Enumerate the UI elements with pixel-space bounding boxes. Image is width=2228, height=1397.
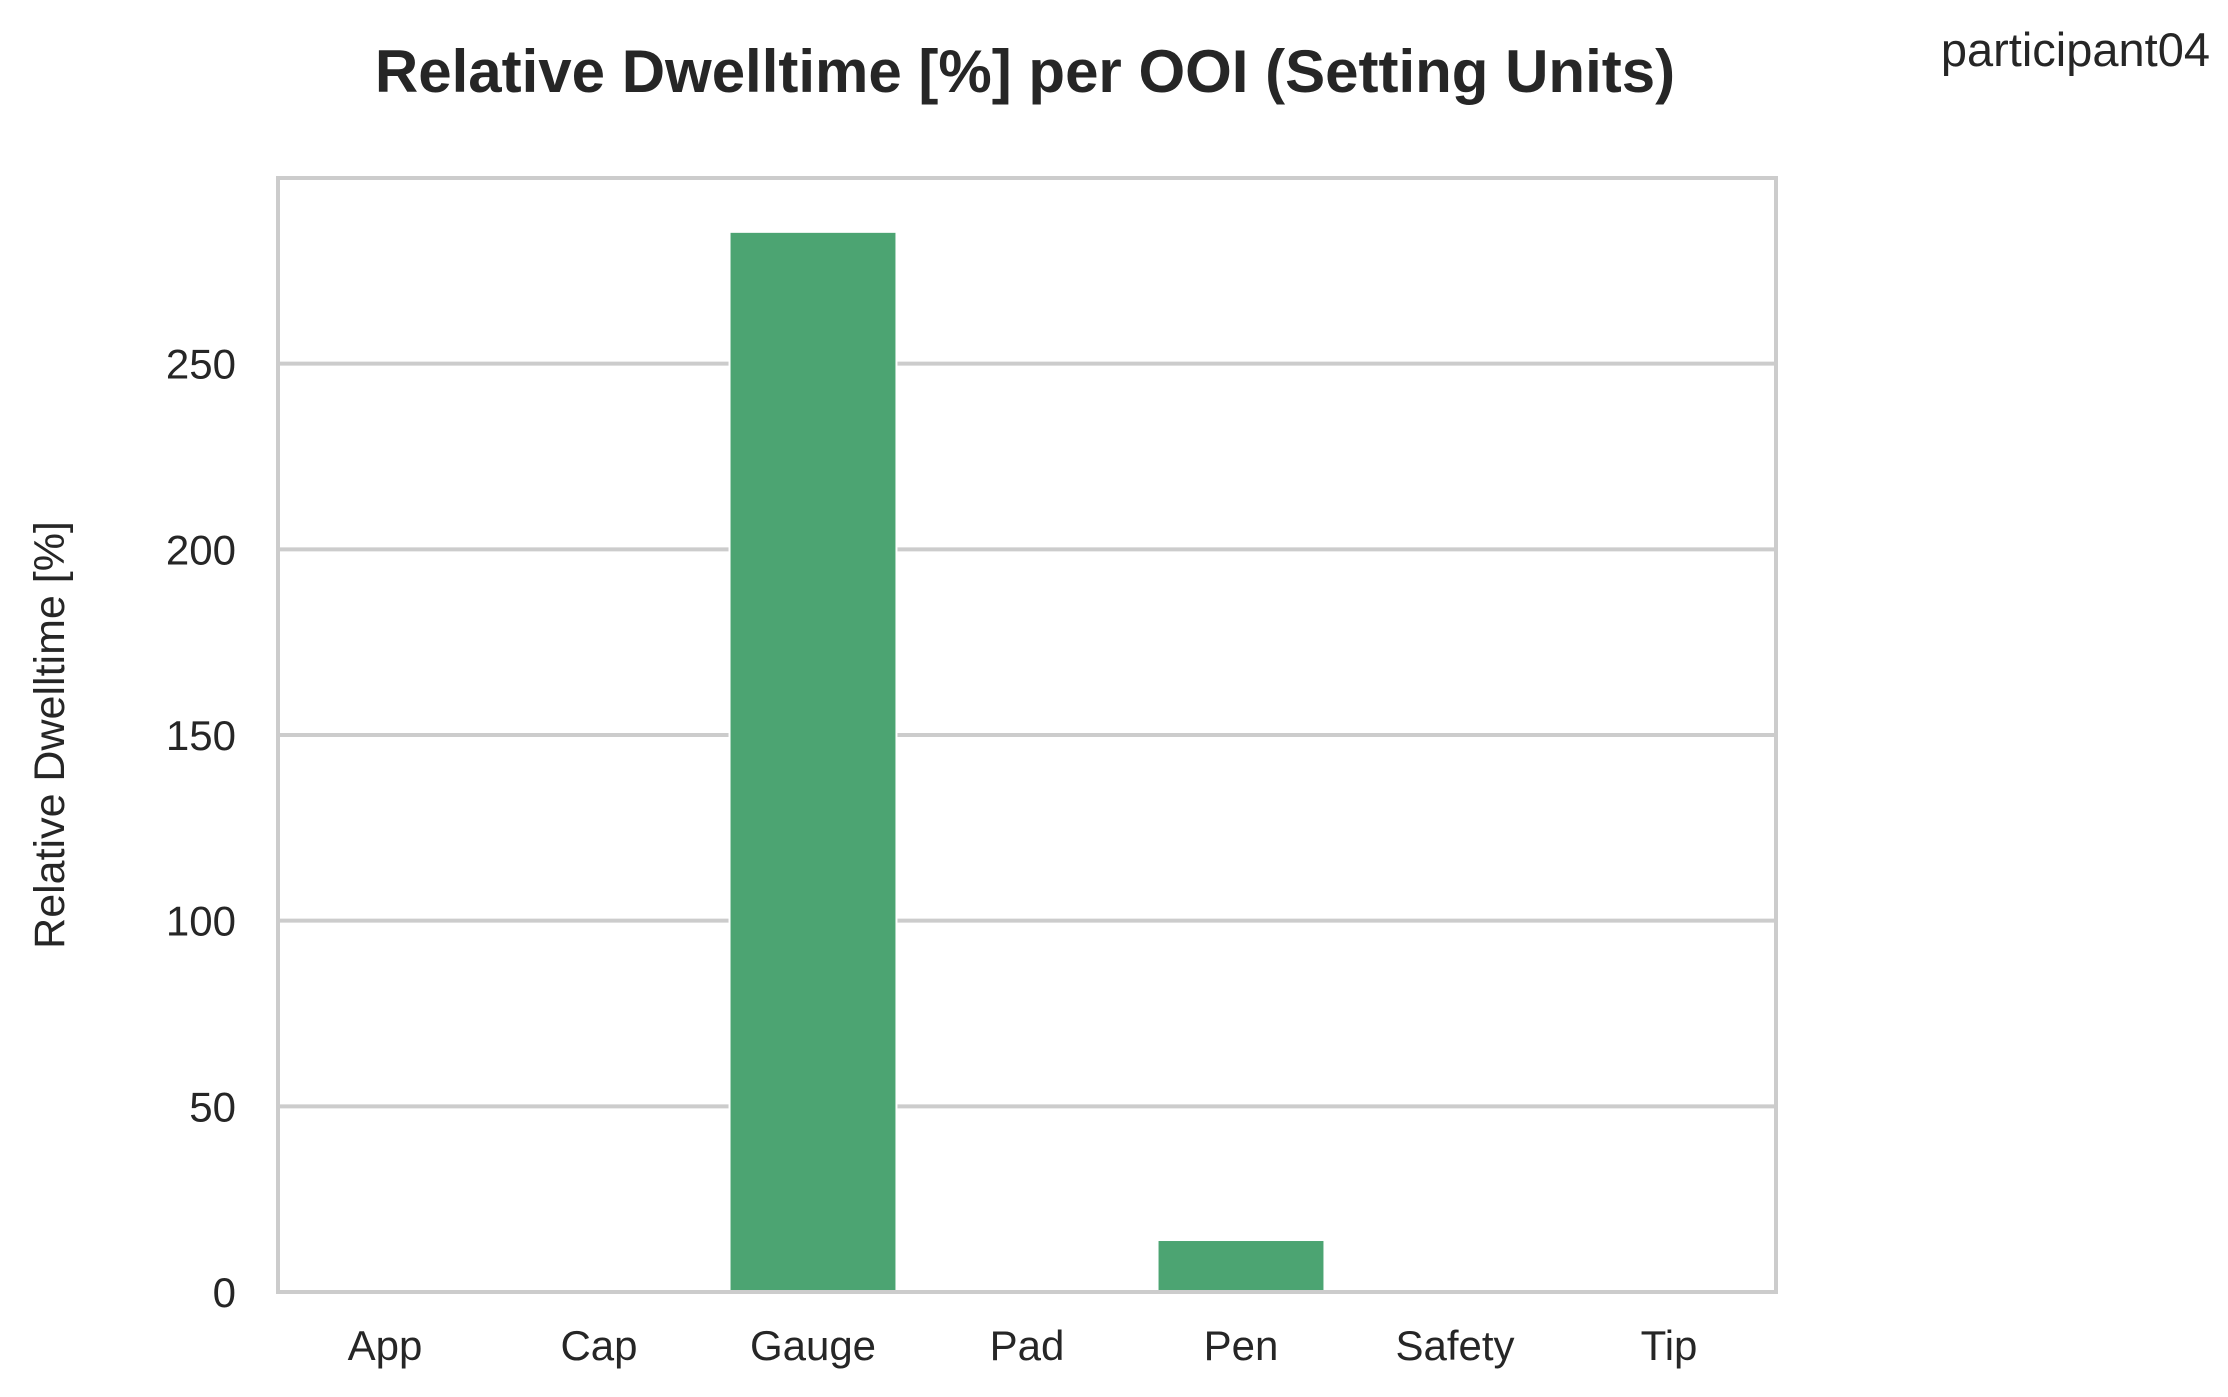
- participant-label: participant04: [1941, 23, 2210, 76]
- x-tick-labels: App Cap Gauge Pad Pen Safety Tip: [348, 1322, 1698, 1369]
- x-tick-label-pad: Pad: [990, 1322, 1065, 1369]
- bar-pen: [1156, 1239, 1326, 1293]
- y-tick-label: 250: [166, 341, 236, 388]
- x-tick-label-tip: Tip: [1641, 1322, 1698, 1369]
- x-tick-label-cap: Cap: [560, 1322, 637, 1369]
- y-tick-labels: 0 50 100 150 200 250: [166, 341, 236, 1316]
- y-tick-label: 0: [213, 1269, 236, 1316]
- x-tick-label-safety: Safety: [1395, 1322, 1514, 1369]
- x-tick-label-app: App: [348, 1322, 423, 1369]
- x-tick-label-gauge: Gauge: [750, 1322, 876, 1369]
- chart-title: Relative Dwelltime [%] per OOI (Setting …: [375, 38, 1675, 105]
- bars: [728, 230, 1326, 1293]
- y-tick-label: 150: [166, 712, 236, 759]
- x-tick-label-pen: Pen: [1204, 1322, 1279, 1369]
- plot-frame: [276, 176, 1778, 1294]
- gridlines: [278, 361, 1776, 1109]
- y-axis-label: Relative Dwelltime [%]: [26, 521, 74, 949]
- y-tick-label: 50: [189, 1083, 236, 1130]
- y-tick-label: 200: [166, 526, 236, 573]
- y-tick-label: 100: [166, 898, 236, 945]
- bar-gauge: [728, 230, 898, 1293]
